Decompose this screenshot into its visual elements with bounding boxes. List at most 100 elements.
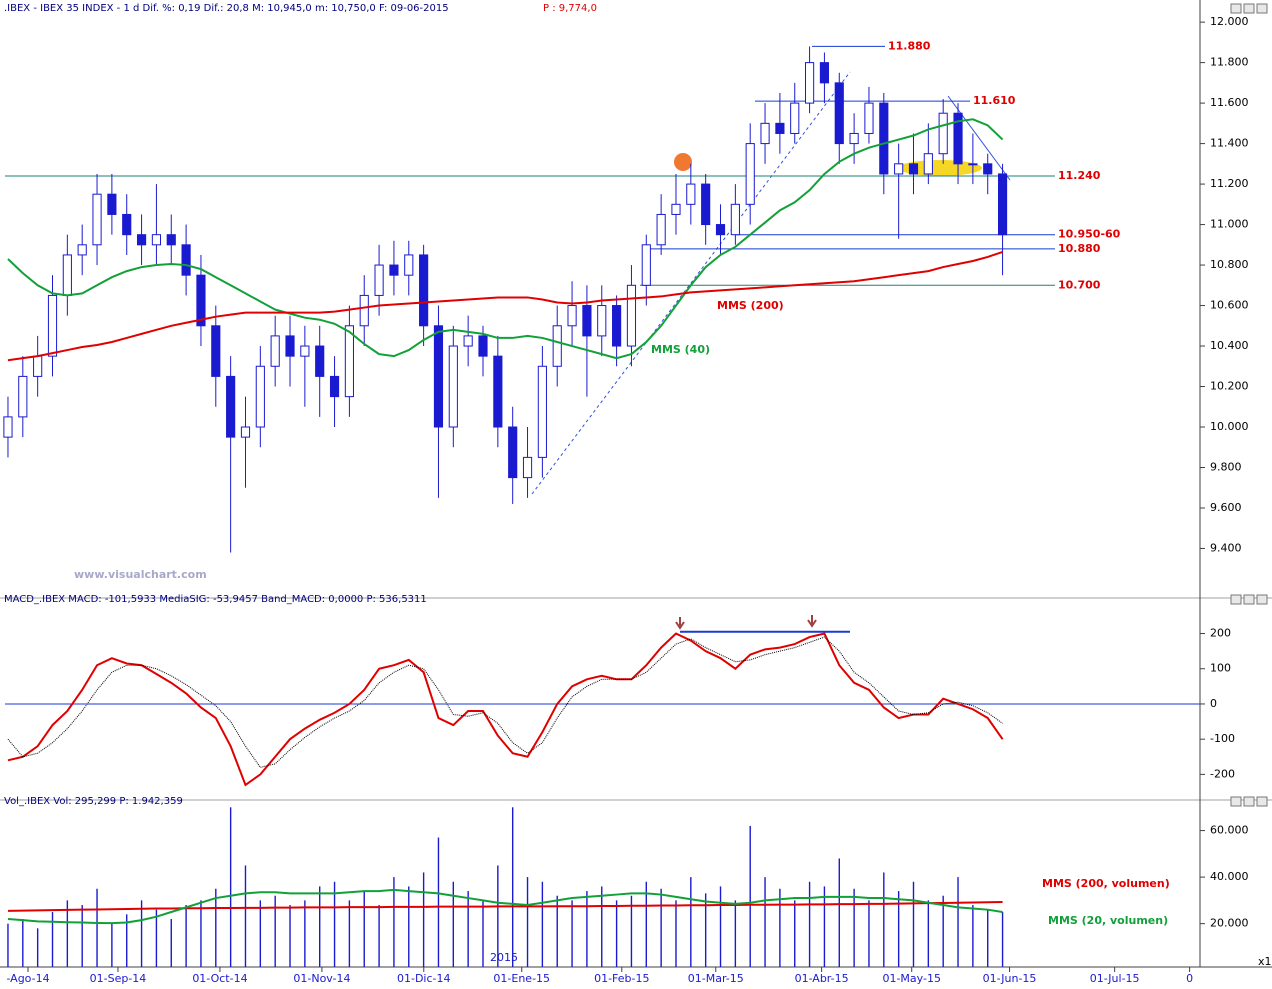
candle-body xyxy=(226,375,236,438)
x-tick-label: 01-Ene-15 xyxy=(493,972,550,985)
candle-body xyxy=(686,183,696,205)
button[interactable] xyxy=(1230,3,1242,14)
scale-label: x10 xyxy=(1258,955,1272,968)
candle-body xyxy=(181,244,191,276)
candle-body xyxy=(433,325,444,428)
bar xyxy=(244,865,247,967)
button[interactable] xyxy=(1256,3,1268,14)
candle-body xyxy=(151,234,161,246)
candle-body xyxy=(270,335,280,367)
button[interactable] xyxy=(1256,594,1268,605)
candle-body xyxy=(997,173,1008,236)
candle-body xyxy=(537,365,547,458)
candle-body xyxy=(552,325,562,367)
bar xyxy=(393,877,395,967)
candle-body xyxy=(701,183,711,226)
bar xyxy=(541,881,544,967)
series-label: MMS (40) xyxy=(651,343,710,356)
bar xyxy=(51,912,54,967)
bar xyxy=(215,888,217,967)
button[interactable] xyxy=(1243,594,1255,605)
arrow xyxy=(675,615,817,630)
level-label: 11.240 xyxy=(1058,169,1101,182)
candle-body xyxy=(211,325,221,377)
series-label: MMS (20, volumen) xyxy=(1048,914,1168,927)
bar xyxy=(912,881,915,967)
candle-body xyxy=(864,102,874,134)
bar xyxy=(690,877,692,967)
candle-body xyxy=(582,305,592,337)
bar xyxy=(422,872,425,967)
bar xyxy=(452,881,455,967)
x-tick-label: 0 xyxy=(1186,972,1193,985)
candle-body xyxy=(715,224,726,236)
candle-body xyxy=(47,294,58,357)
bar xyxy=(363,891,365,967)
bar xyxy=(408,886,410,967)
candle-body xyxy=(612,305,622,347)
button[interactable] xyxy=(1243,3,1255,14)
y-tick-label: 40.000 xyxy=(1210,870,1249,883)
x-tick-label: 01-Nov-14 xyxy=(293,972,350,985)
signal-line xyxy=(7,636,1003,768)
bar xyxy=(957,877,959,967)
bar xyxy=(571,900,573,967)
y-tick-label: 11.800 xyxy=(1210,56,1249,69)
bar xyxy=(942,895,944,967)
candle-body xyxy=(196,274,206,327)
panel-buttons xyxy=(1230,3,1268,807)
bar xyxy=(526,877,529,967)
bar xyxy=(556,895,558,967)
price-header: .IBEX - IBEX 35 INDEX - 1 d Dif. %: 0,19… xyxy=(4,3,449,14)
bar xyxy=(319,886,321,967)
x-tick-label: 01-Oct-14 xyxy=(192,972,247,985)
candle-body xyxy=(493,355,503,428)
bar xyxy=(497,865,499,967)
y-tick-label: 20.000 xyxy=(1210,917,1249,930)
bar xyxy=(972,905,974,967)
candle-body xyxy=(3,416,13,438)
candle-body xyxy=(166,234,176,246)
candle-body xyxy=(419,254,429,327)
bar xyxy=(140,900,143,967)
candle-body xyxy=(894,163,904,175)
button[interactable] xyxy=(1243,796,1255,807)
bar xyxy=(66,900,69,967)
bar xyxy=(274,895,276,967)
candle-body xyxy=(790,102,800,134)
candle-body xyxy=(389,264,399,276)
y-tick-label: 11.000 xyxy=(1210,218,1249,231)
bar xyxy=(259,900,262,967)
y-tick-label: 11.200 xyxy=(1210,177,1249,190)
y-tick-label: 11.400 xyxy=(1210,137,1249,150)
button[interactable] xyxy=(1256,796,1268,807)
candle-body xyxy=(374,264,384,296)
y-tick-label: 10.800 xyxy=(1210,258,1249,271)
bar xyxy=(660,888,662,967)
bar xyxy=(111,923,113,967)
bar xyxy=(615,900,618,967)
bar xyxy=(7,923,9,967)
candle-body xyxy=(255,365,265,428)
moving-average xyxy=(7,250,1003,362)
button[interactable] xyxy=(1230,796,1242,807)
candle-body xyxy=(908,163,919,175)
macd-header: MACD_.IBEX MACD: -101,5933 MediaSIG: -53… xyxy=(4,594,427,605)
trend-line xyxy=(531,71,851,495)
candle-body xyxy=(77,244,87,256)
bar xyxy=(170,918,172,967)
button[interactable] xyxy=(1230,594,1242,605)
candle-body xyxy=(938,112,948,155)
candle-body xyxy=(760,122,770,145)
bar xyxy=(823,886,826,967)
year-label: 2015 xyxy=(490,951,518,964)
bar xyxy=(378,905,380,967)
bar xyxy=(200,900,202,967)
bar xyxy=(927,900,930,967)
candle-body xyxy=(745,143,755,205)
price-last: P : 9,774,0 xyxy=(543,3,597,14)
candle-body xyxy=(923,153,933,175)
candle-body xyxy=(671,203,681,215)
